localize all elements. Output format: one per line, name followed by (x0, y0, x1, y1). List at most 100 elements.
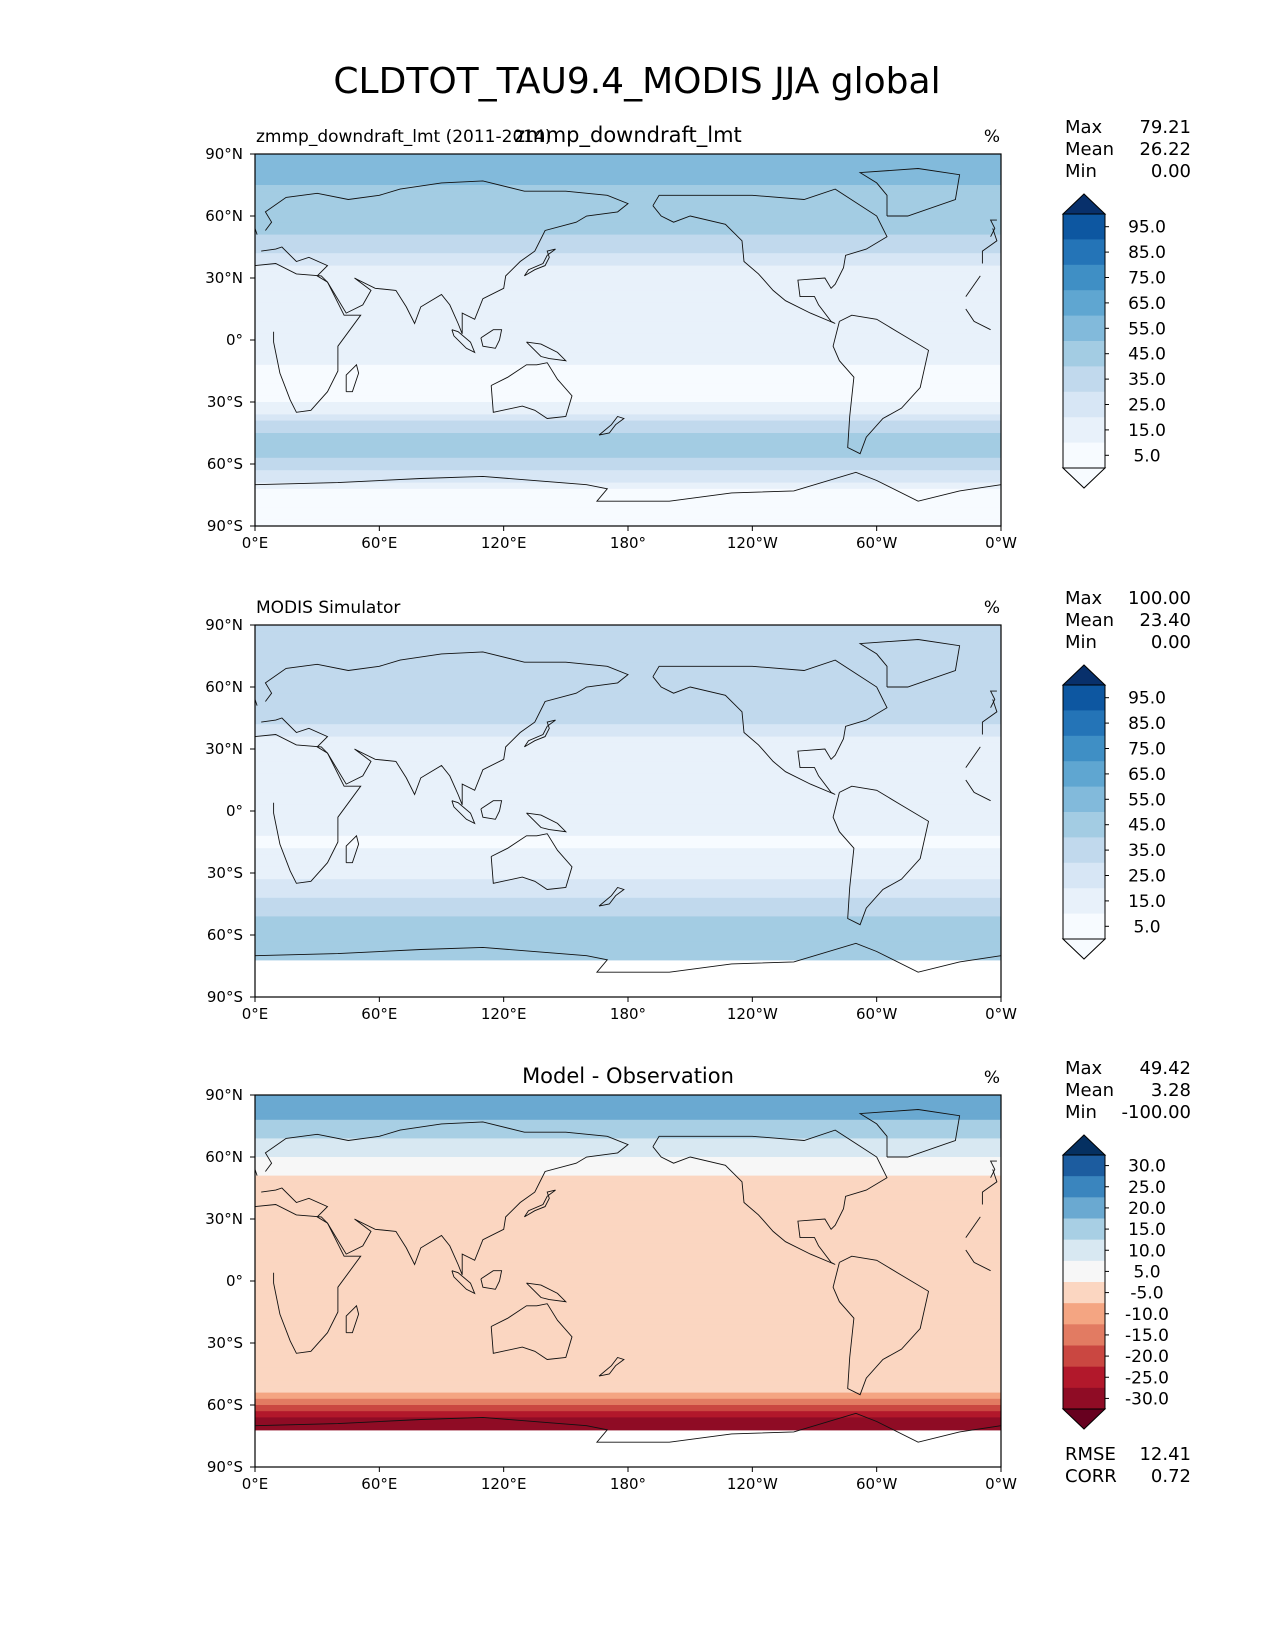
colorbar-tick-label: 85.0 (1128, 243, 1166, 263)
field-band (255, 1126, 1001, 1133)
colorbar-bin (1063, 239, 1105, 266)
field-band (255, 1219, 1001, 1226)
colorbar-tick-label: 5.0 (1133, 917, 1160, 937)
field-band (255, 773, 1001, 781)
field-band (255, 1405, 1001, 1412)
colorbar-tick-label: 75.0 (1128, 269, 1166, 289)
colorbar-bin (1063, 417, 1105, 444)
coastline-australia (490, 833, 573, 890)
coastline-newguinea (526, 1282, 568, 1303)
coastline-greenland (858, 1109, 961, 1158)
y-tick-label: 0° (226, 331, 243, 349)
field-band (255, 1175, 1001, 1183)
field-band (255, 1398, 1001, 1406)
panel-title: zmmp_downdraft_lmt (514, 123, 742, 148)
coastline-uk (989, 219, 997, 237)
x-tick-label: 120°W (727, 1005, 778, 1023)
field-band (255, 377, 1001, 384)
coastline-namerica (652, 188, 888, 324)
colorbar-bin (1063, 710, 1105, 737)
field-band (255, 742, 1001, 750)
field-band (255, 371, 1001, 378)
stat-value-rmse: 12.41 (1139, 1444, 1191, 1465)
field-band (255, 513, 1001, 521)
colorbar-tick-label: -30.0 (1125, 1389, 1169, 1409)
colorbar-tick-label: -5.0 (1130, 1284, 1163, 1304)
field-band (255, 1256, 1001, 1263)
field-band (255, 457, 1001, 465)
field-band (255, 240, 1001, 248)
x-tick-label: 60°E (361, 1005, 397, 1023)
coastline-africa (965, 275, 981, 297)
y-tick-label: 90°S (207, 517, 243, 535)
field-band (255, 811, 1001, 818)
x-tick-label: 180° (610, 534, 646, 552)
field-band (255, 842, 1001, 849)
colorbar-tick-label: 75.0 (1128, 740, 1166, 760)
field-band (255, 798, 1001, 806)
coastline-uk (989, 690, 997, 708)
field-band (255, 395, 1001, 403)
field-band (255, 1107, 1001, 1115)
y-tick-label: 0° (226, 1272, 243, 1290)
y-tick-label: 60°S (207, 1396, 243, 1414)
coastline-madagascar (345, 1304, 360, 1334)
colorbar-tick-label: -15.0 (1125, 1326, 1169, 1346)
stat-label-corr: CORR (1065, 1466, 1117, 1487)
stat-value-min: -100.00 (1122, 1102, 1191, 1123)
field-band (255, 185, 1001, 192)
field-band (255, 234, 1001, 242)
colorbar-bin (1063, 735, 1105, 762)
field-band (255, 1293, 1001, 1301)
colorbar-bin (1063, 1387, 1105, 1410)
colorbar-tick-label: -25.0 (1125, 1368, 1169, 1388)
colorbar-bin (1063, 1282, 1105, 1304)
panel-test: 0°E 60°E 120°E 180° 120°W 60°W 0°W 90°N 60°N 30°N… (205, 117, 1191, 552)
coastline-africa (254, 263, 362, 413)
field-band (255, 1113, 1001, 1121)
y-tick-label: 90°S (207, 988, 243, 1006)
stat-label-max: Max (1065, 1058, 1103, 1079)
stat-label-min: Min (1065, 1102, 1097, 1123)
colorbar-tick-label: 30.0 (1128, 1157, 1166, 1177)
x-tick-label: 180° (610, 1005, 646, 1023)
y-tick-label: 90°N (205, 1086, 243, 1104)
coastline-australia (490, 362, 573, 419)
y-tick-label: 60°N (205, 207, 243, 225)
field-band (255, 1392, 1001, 1400)
colorbar-extend-min (1061, 467, 1107, 489)
colorbar-tick-label: 55.0 (1128, 319, 1166, 339)
coastline-africa (965, 1216, 981, 1238)
coastline-japan (524, 248, 556, 277)
colorbar: 95.0 85.0 75.0 65.0 55.0 45.0 35.0 25.0 15.0 5.0 (1061, 193, 1166, 489)
colorbar: 30.025.020.015.010.05.0-5.0-10.0-15.0-20… (1061, 1134, 1169, 1430)
colorbar-extend-max (1061, 664, 1107, 686)
y-tick-label: 0° (226, 802, 243, 820)
field-band (255, 495, 1001, 502)
field-band (255, 433, 1001, 440)
field-band (255, 1268, 1001, 1276)
field-band (255, 253, 1001, 260)
y-tick-label: 90°N (205, 145, 243, 163)
coastline-madagascar (345, 834, 360, 864)
coastline-africa (965, 308, 991, 331)
coastline-eurasia (261, 651, 629, 805)
coastline-eurasia (261, 180, 629, 334)
field-band (255, 1150, 1001, 1158)
colorbar-bin (1063, 290, 1105, 317)
field-band (255, 656, 1001, 663)
field-band (255, 1299, 1001, 1307)
coastline-borneo (480, 800, 503, 820)
x-tick-label: 0°E (242, 1475, 269, 1493)
colorbar-bin (1063, 442, 1105, 469)
field-band (255, 1355, 1001, 1363)
field-band (255, 488, 1001, 496)
field-band (255, 835, 1001, 843)
field-band (255, 1305, 1001, 1313)
field-band (255, 1138, 1001, 1146)
coastline-newguinea (526, 812, 568, 833)
y-tick-label: 30°S (207, 1334, 243, 1352)
field-band (255, 1119, 1001, 1127)
field-band (255, 1181, 1001, 1189)
stat-label-mean: Mean (1065, 610, 1114, 631)
